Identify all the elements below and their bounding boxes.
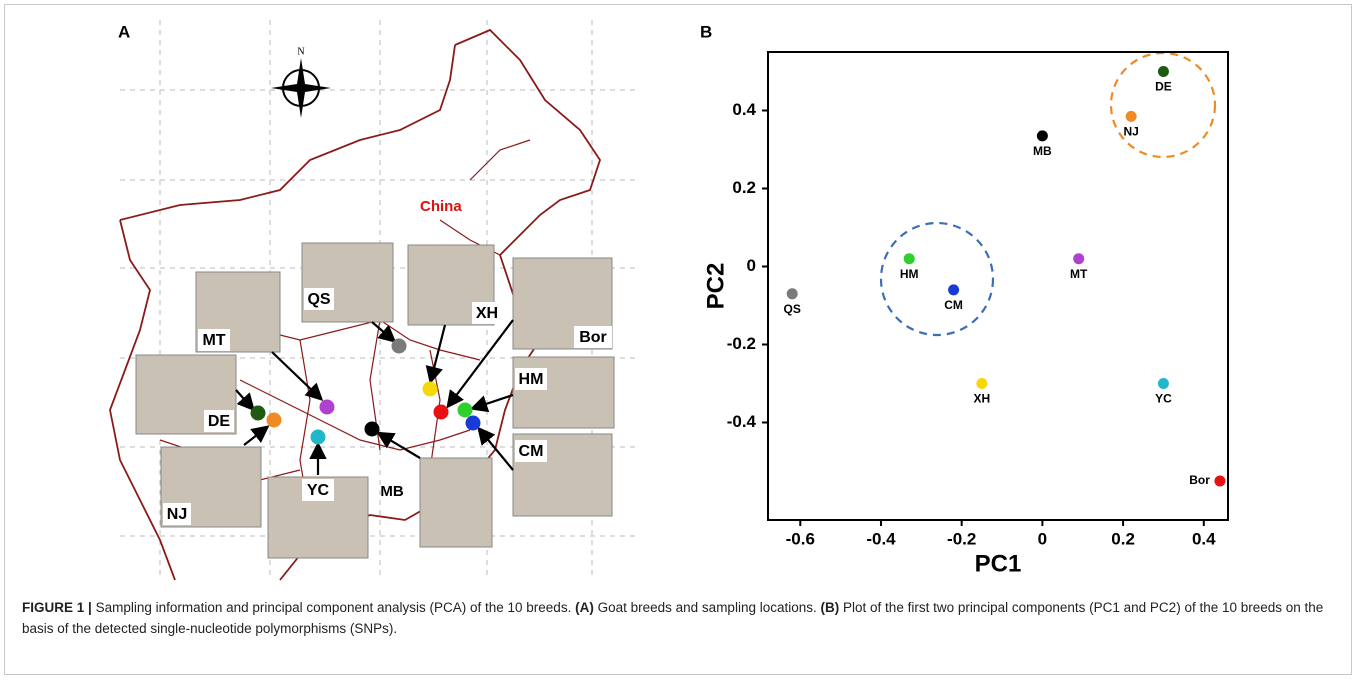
x-tick-label: 0.4 [1192, 529, 1216, 548]
pca-panel: B PC1 PC2 -0.6 -0.4 -0.2 0 0.2 0.4 -0.4 -0.2 0 0.… [700, 22, 1228, 577]
plot-frame [768, 52, 1228, 520]
panel-label: B [700, 22, 712, 41]
sampling-dot [434, 405, 449, 420]
point [1158, 66, 1169, 77]
panel-label: A [118, 22, 130, 41]
caption-tag: (B) [821, 600, 840, 615]
caption-text: Goat breeds and sampling locations. [598, 600, 817, 615]
sampling-dots [251, 339, 481, 445]
breed-photos: MT QS XH Bor HM CM DE NJ YC MB [136, 243, 614, 558]
photo [302, 243, 393, 322]
map-panel: N A China MT QS XH Bor HM CM DE NJ YC MB [110, 20, 640, 580]
point [976, 378, 987, 389]
y-tick-label: -0.2 [727, 334, 756, 353]
point-label: CM [944, 298, 963, 312]
y-tick-label: 0.4 [732, 100, 756, 119]
x-tick-label: 0 [1038, 529, 1047, 548]
breed-label: XH [476, 305, 498, 322]
point-label: MB [1033, 144, 1052, 158]
sampling-dot [320, 400, 335, 415]
sampling-dot [392, 339, 407, 354]
point [787, 288, 798, 299]
breed-label: DE [208, 413, 231, 430]
point-label: HM [900, 267, 919, 281]
point [1126, 111, 1137, 122]
breed-label: Bor [579, 329, 607, 346]
caption-tag: (A) [575, 600, 594, 615]
photo [513, 357, 614, 428]
breed-label: MB [380, 483, 403, 500]
point-label: YC [1155, 392, 1172, 406]
point [948, 284, 959, 295]
point [1158, 378, 1169, 389]
y-tick-label: 0.2 [732, 178, 756, 197]
y-tick-label: 0 [747, 256, 756, 275]
north-label: N [297, 46, 304, 57]
x-tick-label: 0.2 [1111, 529, 1135, 548]
sampling-dot [267, 413, 282, 428]
sampling-dot [251, 406, 266, 421]
photo [420, 458, 492, 547]
sampling-dot [466, 416, 481, 431]
point [1037, 130, 1048, 141]
point-label: QS [784, 302, 801, 316]
point-label: Bor [1189, 473, 1210, 487]
y-tick-label: -0.4 [727, 412, 757, 431]
y-axis-label: PC2 [702, 263, 729, 310]
caption: FIGURE 1 | Sampling information and prin… [22, 597, 1332, 639]
breed-label: QS [307, 291, 330, 308]
x-tick-label: -0.4 [866, 529, 896, 548]
sampling-dot [311, 430, 326, 445]
point-label: MT [1070, 267, 1088, 281]
point-label: DE [1155, 80, 1172, 94]
point [1214, 476, 1225, 487]
caption-text: Sampling information and principal compo… [96, 600, 572, 615]
country-label: China [420, 198, 462, 215]
breed-label: YC [307, 482, 330, 499]
breed-label: MT [202, 332, 225, 349]
x-axis-label: PC1 [975, 550, 1022, 577]
figure-tag: FIGURE 1 | [22, 600, 92, 615]
x-tick-label: -0.2 [947, 529, 976, 548]
breed-label: HM [519, 371, 544, 388]
point-label: XH [974, 392, 991, 406]
sampling-dot [365, 422, 380, 437]
sampling-dot [458, 403, 473, 418]
point [904, 253, 915, 264]
point [1073, 253, 1084, 264]
compass [271, 58, 331, 118]
breed-label: CM [519, 443, 544, 460]
figure: N A China MT QS XH Bor HM CM DE NJ YC MB [0, 0, 1358, 590]
point-label: NJ [1123, 125, 1138, 139]
x-tick-label: -0.6 [786, 529, 815, 548]
cluster-ring [881, 223, 993, 335]
sampling-dot [423, 382, 438, 397]
breed-label: NJ [167, 506, 187, 523]
